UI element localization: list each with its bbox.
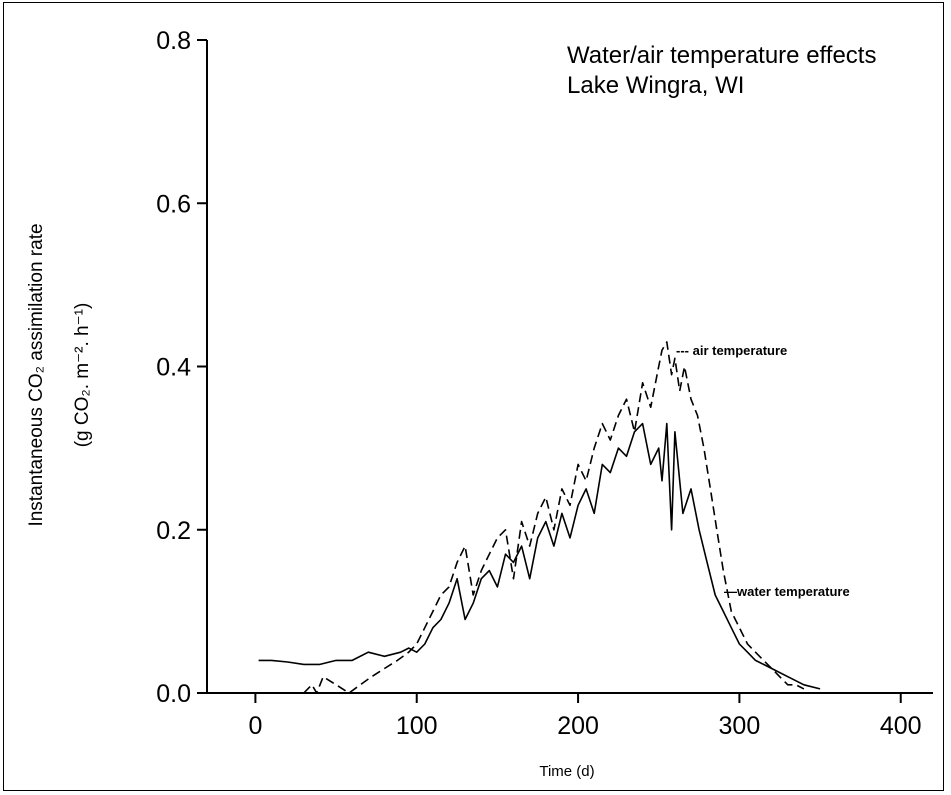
y-tick-label: 0.2 xyxy=(156,517,191,545)
y-tick-label: 0.8 xyxy=(156,27,191,55)
y-axis-title-line-1: Instantaneous CO₂ assimilation rate xyxy=(26,223,47,526)
chart-title-line-2: Lake Wingra, WI xyxy=(567,72,744,99)
chart-frame xyxy=(3,2,944,791)
series-line-water-temperature xyxy=(258,422,821,690)
y-tick-label: 0.4 xyxy=(156,354,191,382)
x-tick-label: 0 xyxy=(248,712,262,740)
x-tick-label: 300 xyxy=(719,712,761,740)
x-tick-label: 200 xyxy=(557,712,599,740)
chart-title-line-1: Water/air temperature effects xyxy=(567,42,876,69)
y-tick-label: 0.0 xyxy=(156,680,191,708)
x-tick-label: 400 xyxy=(880,712,922,740)
annotation-water-temperature: —water temperature xyxy=(724,584,850,599)
x-axis-title: Time (d) xyxy=(539,763,594,780)
annotation-air-temperature: --- air temperature xyxy=(676,343,787,358)
y-tick-label: 0.6 xyxy=(156,190,191,218)
plot-layer: 0.0 0.2 0.4 0.6 0.8 0 100 200 300 400 xyxy=(156,27,933,740)
x-tick-label: 100 xyxy=(396,712,438,740)
series-line-air-temperature xyxy=(303,341,805,694)
y-axis-title-line-2: (g CO₂. m⁻². h⁻¹) xyxy=(72,303,93,448)
